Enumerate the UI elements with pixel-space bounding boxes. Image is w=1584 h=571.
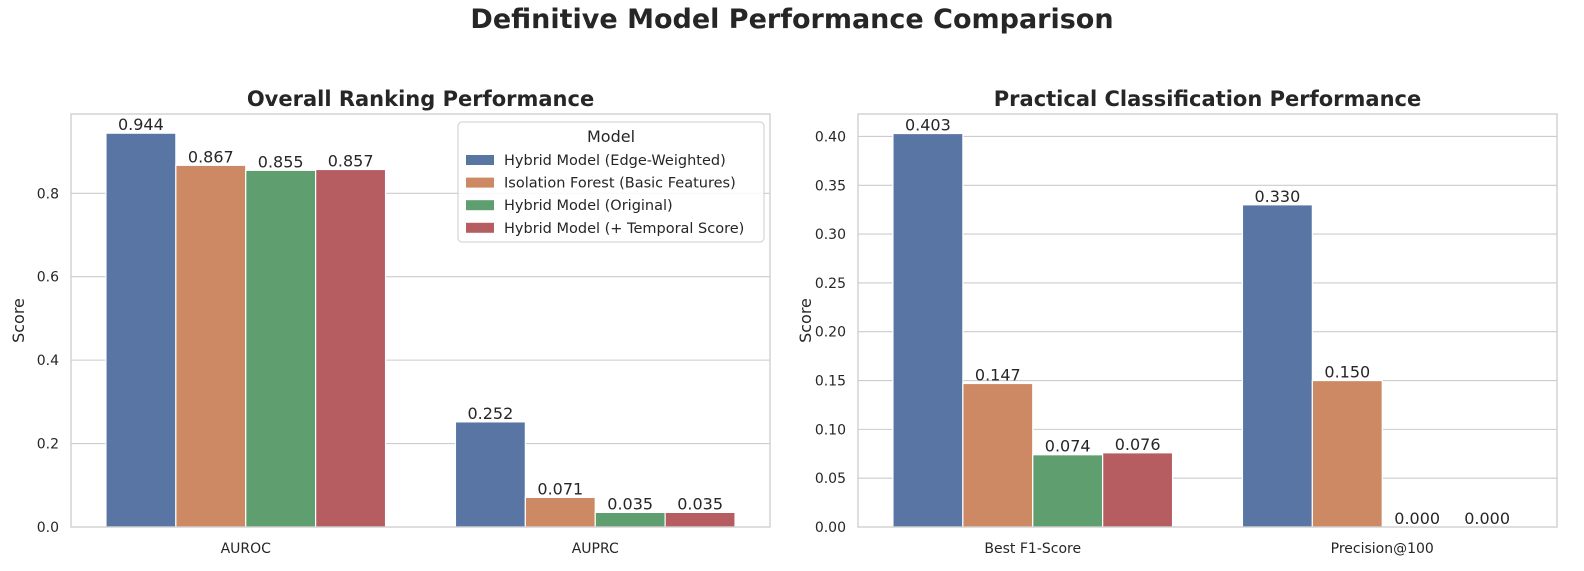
data-label: 0.252	[467, 404, 513, 423]
legend-swatch	[466, 222, 494, 233]
figure-title: Definitive Model Performance Comparison	[470, 4, 1114, 35]
data-label: 0.147	[975, 365, 1021, 384]
legend-box	[457, 121, 765, 243]
y-tick-label: 0.25	[815, 276, 846, 292]
y-tick-label: 0.30	[815, 227, 846, 243]
bar	[454, 421, 526, 528]
legend-item-label: Hybrid Model (Edge-Weighted)	[504, 153, 726, 169]
legend-swatch	[466, 155, 494, 165]
y-tick-label: 0.15	[815, 374, 846, 390]
legend-item-label: Hybrid Model (Original)	[504, 198, 673, 214]
y-tick-label: 0.8	[37, 186, 59, 202]
y-axis-label: Score	[796, 298, 815, 343]
data-label: 0.035	[607, 494, 653, 513]
y-tick-label: 0.0	[37, 520, 59, 536]
chart-panel-1: 0.944 0.252 0.867 0.071 0.855 0.035 0.857 0.035…	[9, 87, 771, 557]
data-label: 0.035	[677, 494, 723, 513]
data-label: 0.150	[1324, 363, 1370, 382]
plot-frame	[70, 113, 771, 528]
data-label: 0.074	[1045, 437, 1091, 456]
bar	[892, 132, 964, 528]
bar	[315, 168, 387, 528]
bar	[105, 132, 177, 528]
data-label: 0.000	[1464, 509, 1510, 528]
chart-title: Overall Ranking Performance	[247, 87, 594, 111]
bar	[1241, 204, 1313, 528]
bar	[962, 382, 1034, 528]
data-label: 0.944	[118, 115, 164, 134]
y-tick-label: 0.20	[815, 325, 846, 341]
bar	[245, 169, 317, 528]
legend-item-label: Isolation Forest (Basic Features)	[504, 176, 736, 192]
y-tick-label: 0.2	[37, 437, 59, 453]
data-label: 0.071	[537, 479, 583, 498]
legend-swatch	[466, 177, 494, 188]
bar	[524, 496, 596, 528]
y-tick-label: 0.35	[815, 178, 846, 194]
data-label: 0.076	[1115, 435, 1161, 454]
data-label: 0.330	[1254, 187, 1300, 206]
y-tick-label: 0.6	[37, 270, 59, 286]
bar	[175, 164, 247, 528]
data-label: 0.857	[328, 151, 374, 170]
y-axis-label: Score	[9, 298, 28, 343]
y-tick-label: 0.4	[37, 353, 59, 369]
plot-frame	[857, 113, 1558, 528]
legend-title: Model	[587, 127, 635, 146]
y-tick-label: 0.05	[815, 471, 846, 487]
legend-swatch	[466, 200, 494, 211]
data-label: 0.855	[258, 152, 304, 171]
x-tick-label: AUPRC	[572, 541, 619, 557]
bar	[594, 511, 666, 528]
x-tick-label: AUROC	[221, 541, 272, 557]
data-label: 0.867	[188, 147, 234, 166]
bar	[664, 511, 736, 528]
bar	[1102, 452, 1174, 528]
legend-item-label: Hybrid Model (+ Temporal Score)	[504, 221, 744, 237]
bar	[1311, 379, 1383, 528]
chart-title: Practical Classification Performance	[994, 87, 1421, 111]
x-tick-label: Best F1-Score	[984, 541, 1081, 557]
y-tick-label: 0.40	[815, 129, 846, 145]
data-label: 0.000	[1394, 509, 1440, 528]
y-tick-label: 0.00	[815, 520, 846, 536]
y-tick-label: 0.10	[815, 422, 846, 438]
x-tick-label: Precision@100	[1331, 541, 1434, 557]
legend: Model Hybrid Model (Edge-Weighted) Isolati…	[457, 121, 765, 243]
bar	[1032, 454, 1104, 528]
data-label: 0.403	[905, 116, 951, 135]
